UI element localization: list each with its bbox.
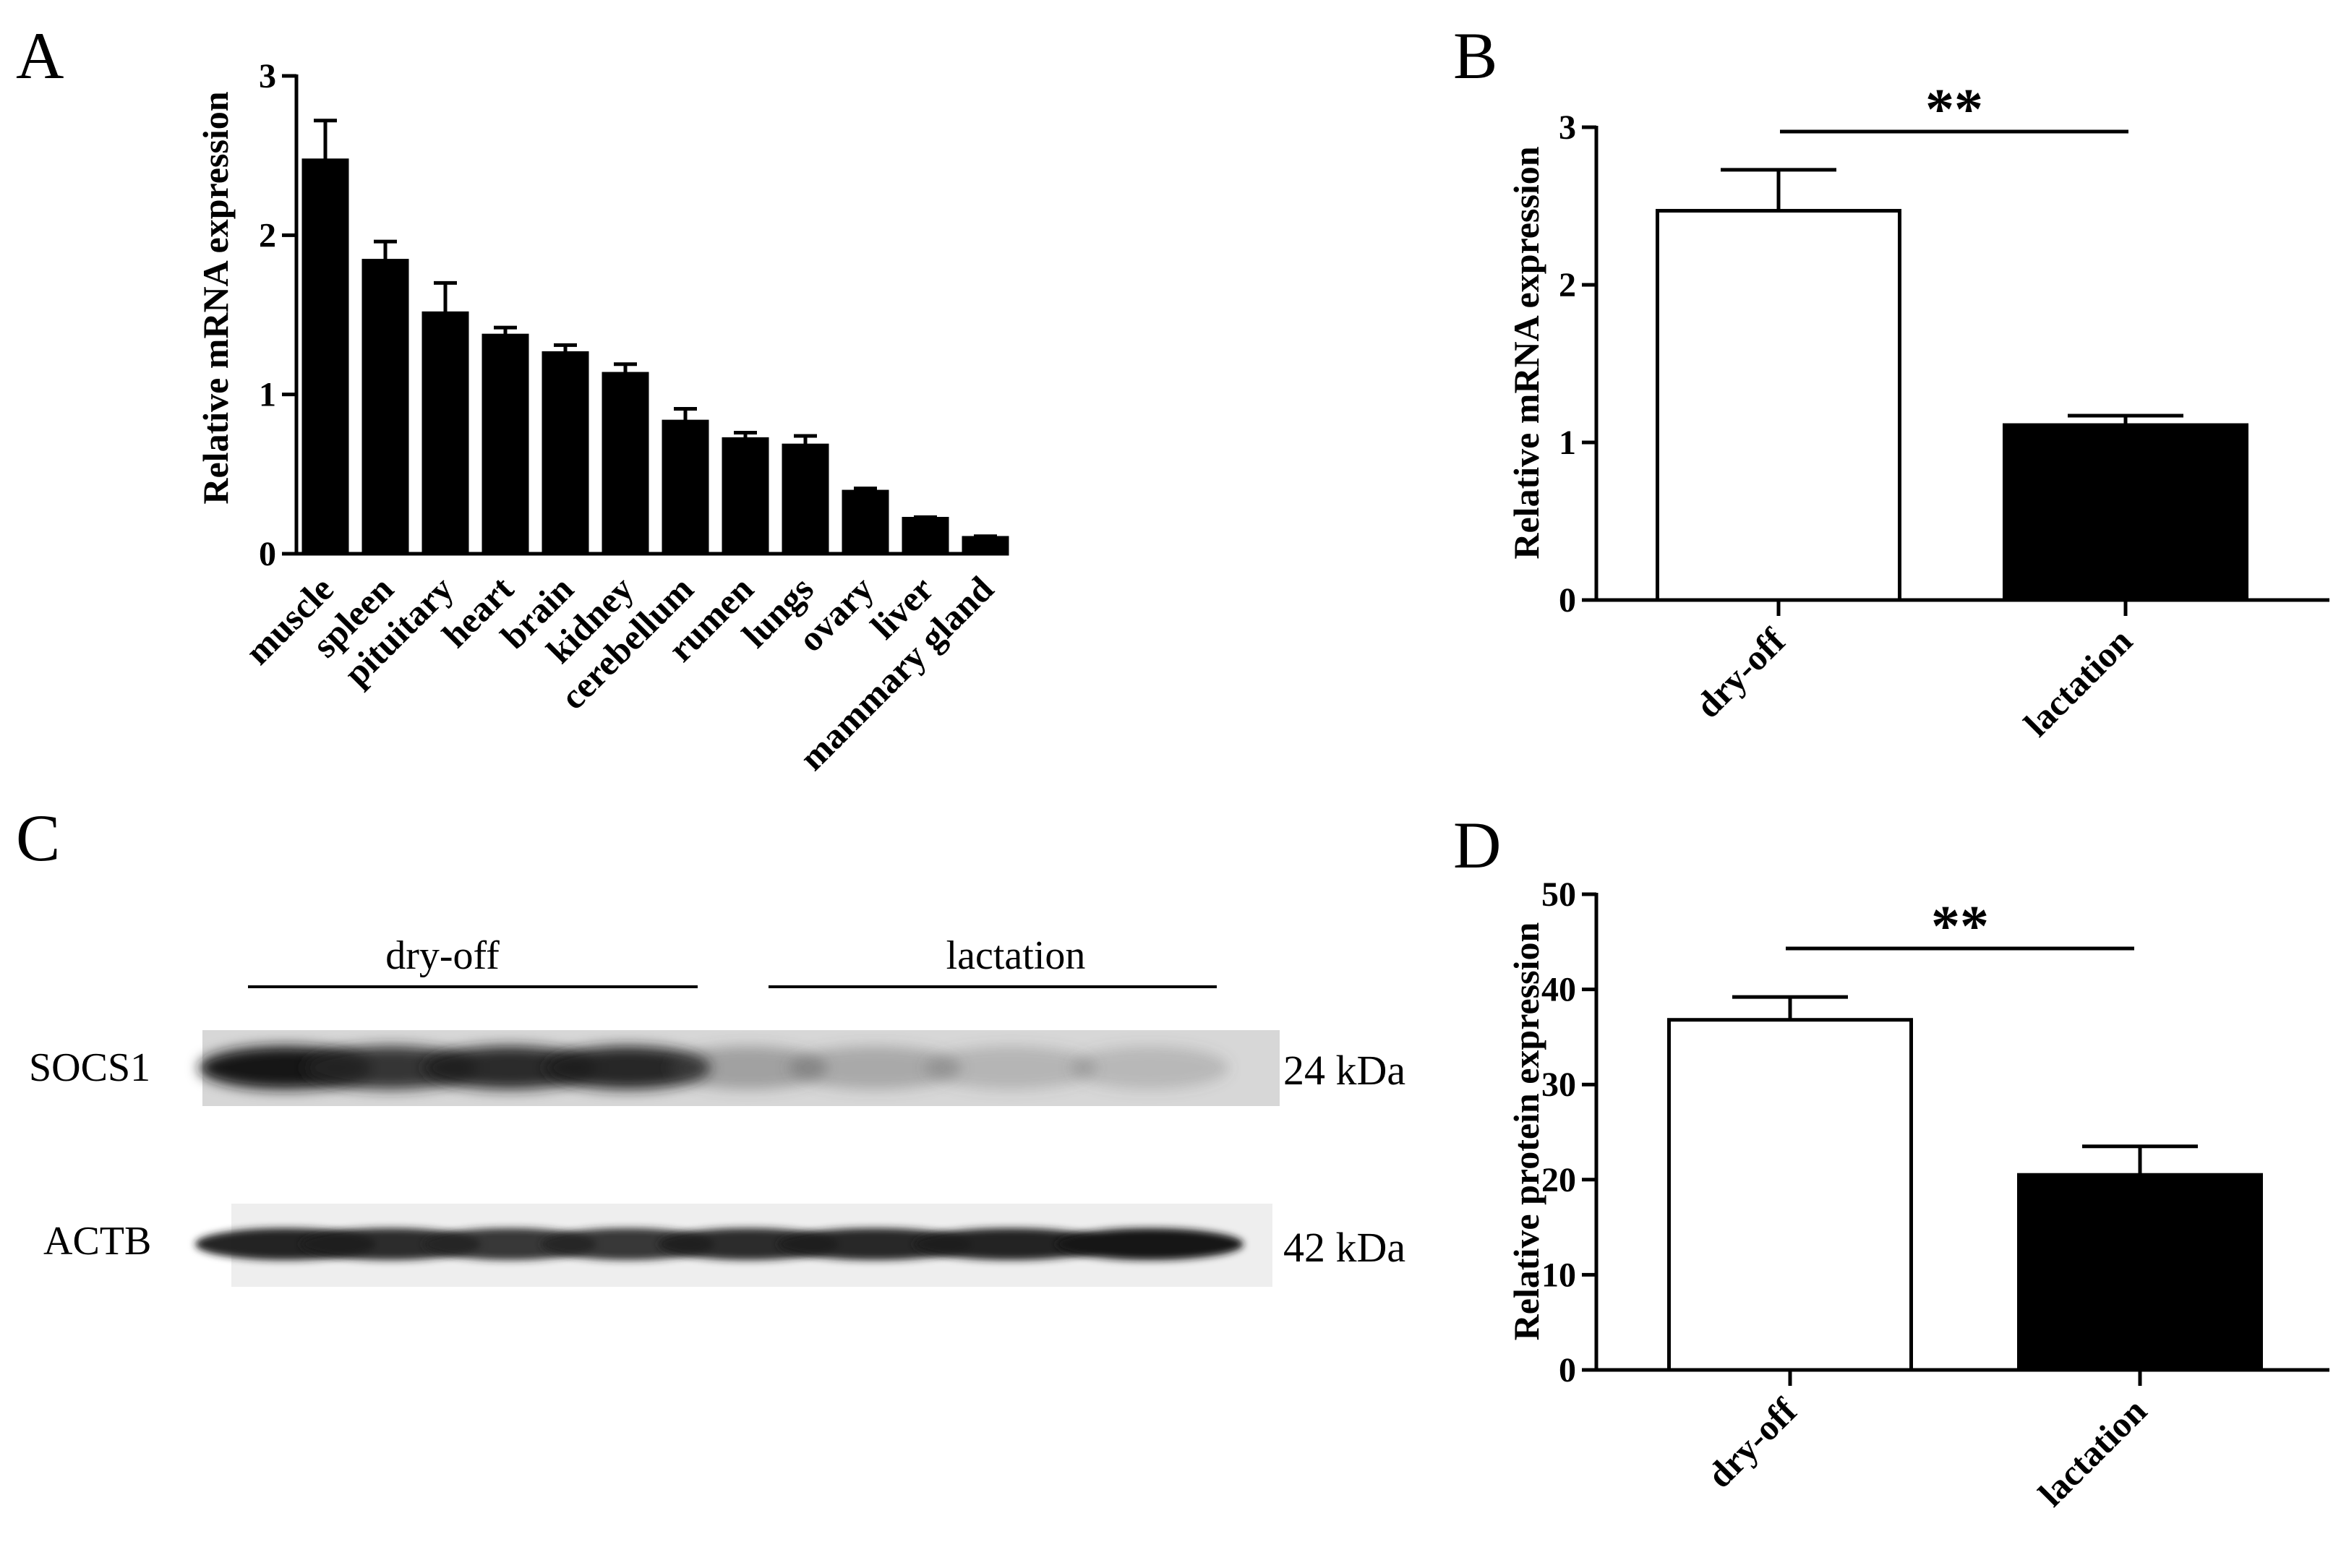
chartA-bar-muscle xyxy=(301,158,349,556)
chartA-bar-pituitary xyxy=(421,311,469,556)
chart-b-ylabel: Relative mRNA expression xyxy=(1506,146,1546,559)
blot-band-socs1-lane-8 xyxy=(1070,1046,1229,1089)
chartA-bar-kidney xyxy=(602,372,649,556)
chart-d-categories: dry-off lactation xyxy=(1699,1389,2154,1514)
chartB-category-label: dry-off xyxy=(1687,620,1794,726)
blot-band-socs1-lane-4 xyxy=(544,1046,711,1089)
blot-group-lactation: lactation xyxy=(946,933,1086,978)
blot-bands xyxy=(195,1046,1244,1260)
chartD-bar-lactation xyxy=(2017,1173,2263,1372)
blot-group-dry-off: dry-off xyxy=(385,933,500,978)
chartD-y-tick-label: 40 xyxy=(1541,971,1576,1009)
blot-band-socs1-lane-3 xyxy=(423,1046,596,1089)
chartD-category-label: lactation xyxy=(2031,1390,2154,1514)
chart-d-bars xyxy=(1667,995,2263,1386)
chart-b-categories: dry-off lactation xyxy=(1687,620,2140,744)
chartD-y-tick-label: 0 xyxy=(1559,1351,1576,1389)
chartD-category-label: dry-off xyxy=(1699,1389,1805,1496)
chartA-bar-rumen xyxy=(722,437,769,556)
chart-b-bars xyxy=(1656,168,2248,616)
chartB-category-label: lactation xyxy=(2016,620,2140,744)
blot-size-actb: 42 kDa xyxy=(1283,1224,1405,1271)
chartD-bar-dry-off xyxy=(1667,1018,1913,1372)
chartA-bar-lungs xyxy=(782,443,829,556)
chart-b: Relative mRNA expression 0 1 2 3 dry-off lac… xyxy=(1506,78,2329,744)
chartA-bar-cerebellum xyxy=(662,419,709,556)
blot-band-actb-lane-6 xyxy=(777,1228,972,1260)
chartD-y-tick-label: 20 xyxy=(1541,1161,1576,1199)
chartA-y-tick-label: 2 xyxy=(259,216,276,254)
chartD-y-tick-label: 10 xyxy=(1541,1256,1576,1294)
chartA-bar-ovary xyxy=(842,489,889,556)
blot-band-actb-lane-8 xyxy=(1056,1228,1244,1260)
blot-band-socs1-lane-2 xyxy=(304,1046,477,1089)
chart-d-significance: ** xyxy=(1931,895,1989,959)
panel-letter-a: A xyxy=(16,19,64,93)
chart-a-ylabel: Relative mRNA expression xyxy=(195,91,236,504)
chartD-y-tick-label: 50 xyxy=(1541,875,1576,914)
chartA-bar-brain xyxy=(542,351,589,556)
panel-letter-c: C xyxy=(16,801,60,875)
chartB-y-tick-label: 0 xyxy=(1559,581,1576,620)
panel-letter-b: B xyxy=(1453,19,1497,93)
chartD-y-tick-label: 30 xyxy=(1541,1066,1576,1104)
chartA-bar-heart xyxy=(482,333,529,556)
blot-label-socs1: SOCS1 xyxy=(29,1045,150,1090)
chart-d: Relative protein expression 01020304050 … xyxy=(1506,875,2329,1514)
chart-b-significance: ** xyxy=(1925,78,1983,142)
chartA-y-tick-label: 1 xyxy=(259,376,276,414)
blot-band-socs1-lane-6 xyxy=(788,1046,962,1089)
chart-d-ylabel: Relative protein expression xyxy=(1506,922,1546,1340)
chartB-y-tick-label: 2 xyxy=(1559,266,1576,304)
chart-a-bars xyxy=(301,119,1009,556)
blot-size-socs1: 24 kDa xyxy=(1283,1047,1405,1094)
western-blot: dry-off lactation SOCS1 ACTB 24 kDa 42 k… xyxy=(29,933,1405,1287)
blot-band-actb-lane-7 xyxy=(913,1228,1108,1260)
blot-band-socs1-lane-7 xyxy=(924,1046,1097,1089)
blot-band-socs1-lane-5 xyxy=(669,1046,828,1089)
chartB-bar-dry-off xyxy=(1656,209,1901,602)
chart-a-categories: musclespleenpituitaryheartbrainkidneycer… xyxy=(237,568,1001,778)
chartB-y-tick-label: 3 xyxy=(1559,108,1576,147)
chartA-bar-spleen xyxy=(361,259,409,556)
panel-letter-d: D xyxy=(1453,808,1501,882)
blot-label-actb: ACTB xyxy=(43,1219,151,1264)
chartA-y-tick-label: 3 xyxy=(259,57,276,95)
chartB-bar-lactation xyxy=(2003,423,2248,602)
chart-a: Relative mRNA expression 0 1 2 3 musclesple… xyxy=(195,57,1009,778)
chartA-bar-liver xyxy=(902,517,949,556)
chartA-bar-mammary-gland xyxy=(962,536,1009,556)
chartA-y-tick-label: 0 xyxy=(259,535,276,573)
chartB-y-tick-label: 1 xyxy=(1559,424,1576,462)
